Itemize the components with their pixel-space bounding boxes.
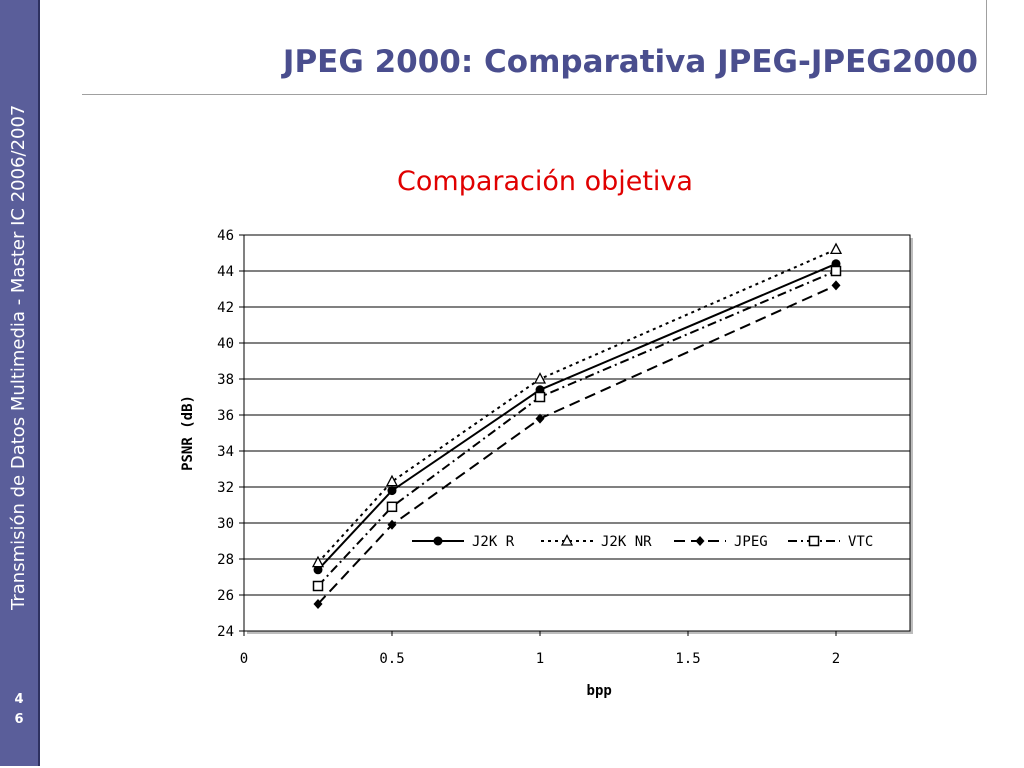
page-number-line2: 6: [14, 712, 24, 727]
x-tick-label: 2: [832, 651, 840, 667]
y-tick-label: 42: [217, 300, 234, 316]
data-point: [386, 501, 398, 513]
slide-title: JPEG 2000: Comparativa JPEG-JPEG2000: [282, 44, 978, 80]
legend-label: J2K NR: [601, 534, 652, 550]
data-point: [311, 555, 325, 568]
y-tick-label: 30: [217, 516, 234, 532]
x-tick-label: 1: [536, 651, 544, 667]
x-tick-label: 0: [240, 651, 248, 667]
data-point: [312, 580, 324, 592]
data-point: [830, 265, 842, 277]
y-tick-label: 28: [217, 552, 234, 568]
data-point: [533, 372, 547, 384]
page-number: 4 6: [0, 690, 38, 730]
page-number-line1: 4: [14, 692, 24, 707]
legend-marker: [433, 536, 443, 546]
y-axis-label: PSNR (dB): [180, 395, 196, 471]
y-tick-label: 40: [217, 336, 234, 352]
legend-label: J2K R: [472, 534, 515, 550]
data-point: [534, 391, 546, 403]
legend-label: JPEG: [734, 534, 768, 550]
y-tick-label: 26: [217, 588, 234, 604]
series-line-jpeg: [317, 284, 837, 605]
y-tick-label: 24: [217, 624, 234, 640]
y-tick-label: 44: [217, 264, 234, 280]
title-frame: JPEG 2000: Comparativa JPEG-JPEG2000: [82, 0, 987, 95]
x-tick-label: 1.5: [675, 651, 700, 667]
x-axis-label: bpp: [587, 683, 612, 699]
data-point: [385, 474, 399, 487]
y-tick-label: 38: [217, 372, 234, 388]
legend-label: VTC: [848, 534, 873, 550]
y-tick-label: 36: [217, 408, 234, 424]
data-point: [313, 565, 323, 575]
legend-marker: [695, 536, 705, 546]
y-tick-label: 32: [217, 480, 234, 496]
series-line-j2k-r: [317, 262, 837, 571]
legend-marker: [560, 534, 574, 546]
data-point: [387, 519, 397, 530]
data-point: [535, 413, 545, 424]
x-tick-label: 0.5: [379, 651, 404, 667]
data-point: [387, 486, 397, 496]
data-point: [831, 280, 841, 291]
legend-marker: [808, 535, 820, 547]
plot-area: [243, 234, 911, 632]
slide-subtitle: Comparación objetiva: [397, 166, 693, 197]
y-tick-label: 34: [217, 444, 234, 460]
data-point: [829, 242, 843, 255]
sidebar: Transmisión de Datos Multimedia - Master…: [0, 0, 40, 766]
data-point: [313, 599, 323, 609]
y-tick-label: 46: [217, 228, 234, 244]
